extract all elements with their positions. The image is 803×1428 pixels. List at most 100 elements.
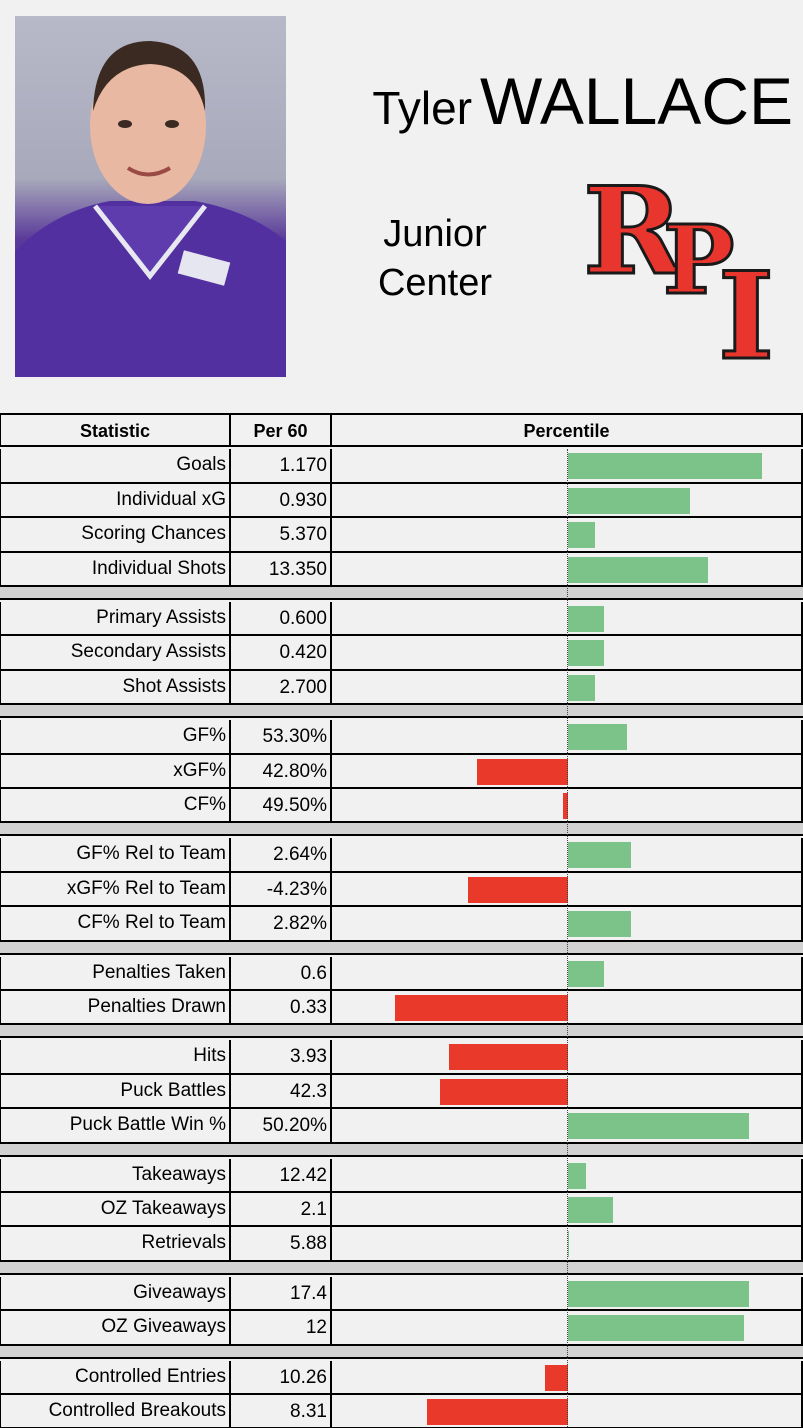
per60-value: 1.170: [231, 449, 332, 482]
stat-name: Secondary Assists: [1, 636, 231, 669]
percentile-cell: [332, 873, 801, 905]
percentile-cell: [332, 449, 801, 481]
stat-name: xGF%: [1, 754, 231, 787]
percentile-cell: [332, 553, 801, 585]
stat-name: Controlled Entries: [1, 1360, 231, 1393]
header-per60: Per 60: [231, 415, 332, 446]
percentile-bar: [568, 674, 596, 701]
percentile-bar: [467, 876, 568, 903]
percentile-cell: [332, 720, 801, 752]
table-row: OZ Takeaways 2.1: [0, 1193, 803, 1228]
table-row: CF% Rel to Team 2.82%: [0, 907, 803, 942]
stat-name: Individual xG: [1, 483, 231, 517]
stat-name: Puck Battles: [1, 1074, 231, 1108]
percentile-bar: [568, 960, 605, 987]
percentile-cell: [332, 838, 801, 870]
percentile-cell: [332, 1311, 801, 1343]
table-header-row: Statistic Per 60 Percentile: [0, 413, 803, 448]
percentile-bar: [440, 1078, 568, 1105]
percentile-bar: [568, 487, 691, 514]
percentile-cell: [332, 1277, 801, 1309]
per60-value: 2.64%: [231, 838, 332, 871]
percentile-bar: [568, 724, 627, 751]
per60-value: 8.31: [231, 1395, 332, 1428]
percentile-bar: [568, 1315, 745, 1342]
percentile-bar: [568, 1162, 587, 1189]
table-row: Goals 1.170: [0, 449, 803, 484]
per60-value: 2.82%: [231, 907, 332, 940]
percentile-bar: [563, 793, 568, 819]
player-photo: [15, 16, 286, 377]
percentile-cell: [332, 991, 801, 1023]
percentile-cell: [332, 1361, 801, 1393]
first-name: Tyler: [372, 82, 473, 134]
group-separator: [0, 1261, 803, 1275]
percentile-bar: [568, 453, 763, 480]
table-row: Individual xG 0.930: [0, 483, 803, 519]
stat-name: Penalties Drawn: [1, 991, 231, 1024]
stat-name: CF%: [1, 789, 231, 822]
percentile-cell: [332, 484, 801, 516]
stat-name: Individual Shots: [1, 552, 231, 585]
per60-value: 49.50%: [231, 789, 332, 822]
table-row: Secondary Assists 0.420: [0, 636, 803, 671]
table-row: GF% Rel to Team 2.64%: [0, 838, 803, 873]
percentile-bar: [568, 640, 605, 667]
per60-value: 42.80%: [231, 754, 332, 787]
per60-value: 12: [231, 1311, 332, 1344]
per60-value: 0.33: [231, 991, 332, 1024]
table-row: Retrievals 5.88: [0, 1227, 803, 1262]
percentile-bar: [568, 1231, 569, 1258]
group-separator: [0, 1345, 803, 1359]
percentile-bar: [568, 842, 632, 869]
percentile-bar: [545, 1364, 568, 1391]
group-separator: [0, 1143, 803, 1157]
stat-name: Controlled Breakouts: [1, 1395, 231, 1428]
last-name: WALLACE: [480, 64, 793, 138]
table-row: Shot Assists 2.700: [0, 670, 803, 706]
percentile-bar: [449, 1044, 568, 1071]
group-separator: [0, 823, 803, 837]
stat-name: Shot Assists: [1, 670, 231, 704]
per60-value: 42.3: [231, 1074, 332, 1108]
table-row: Individual Shots 13.350: [0, 552, 803, 587]
stat-name: Goals: [1, 449, 231, 482]
per60-value: 5.88: [231, 1227, 332, 1260]
stat-name: xGF% Rel to Team: [1, 872, 231, 906]
stat-name: Takeaways: [1, 1158, 231, 1191]
header-percentile: Percentile: [523, 421, 610, 441]
group-separator: [0, 1025, 803, 1039]
stat-name: OZ Giveaways: [1, 1311, 231, 1344]
percentile-bar: [394, 995, 568, 1021]
percentile-cell: [332, 518, 801, 550]
logo-letter-r: R: [583, 168, 684, 302]
player-position: Center: [377, 262, 493, 305]
percentile-cell: [332, 789, 801, 821]
player-info: Junior Center: [360, 210, 510, 309]
player-name: Tyler WALLACE: [372, 68, 793, 134]
per60-value: 50.20%: [231, 1109, 332, 1142]
percentile-cell: [332, 671, 801, 703]
per60-value: 10.26: [231, 1360, 332, 1393]
group-separator: [0, 705, 803, 719]
stat-name: GF% Rel to Team: [1, 838, 231, 871]
percentile-bar: [426, 1399, 568, 1425]
table-row: CF% 49.50%: [0, 789, 803, 824]
per60-value: 53.30%: [231, 720, 332, 753]
logo-letter-i: I: [718, 246, 774, 368]
player-year: Junior: [383, 213, 487, 255]
percentile-bar: [568, 556, 709, 583]
per60-value: 0.6: [231, 956, 332, 989]
stat-name: CF% Rel to Team: [1, 907, 231, 940]
table-row: Controlled Breakouts 8.31: [0, 1395, 803, 1428]
percentile-bar: [568, 1197, 614, 1223]
percentile-cell: [332, 907, 801, 939]
table-row: Puck Battles 42.3: [0, 1074, 803, 1110]
per60-value: 0.600: [231, 602, 332, 635]
percentile-cell: [332, 1193, 801, 1225]
table-row: OZ Giveaways 12: [0, 1311, 803, 1346]
table-row: xGF% Rel to Team -4.23%: [0, 872, 803, 908]
stat-name: Puck Battle Win %: [1, 1109, 231, 1142]
stat-name: GF%: [1, 720, 231, 753]
percentile-cell: [332, 1395, 801, 1427]
